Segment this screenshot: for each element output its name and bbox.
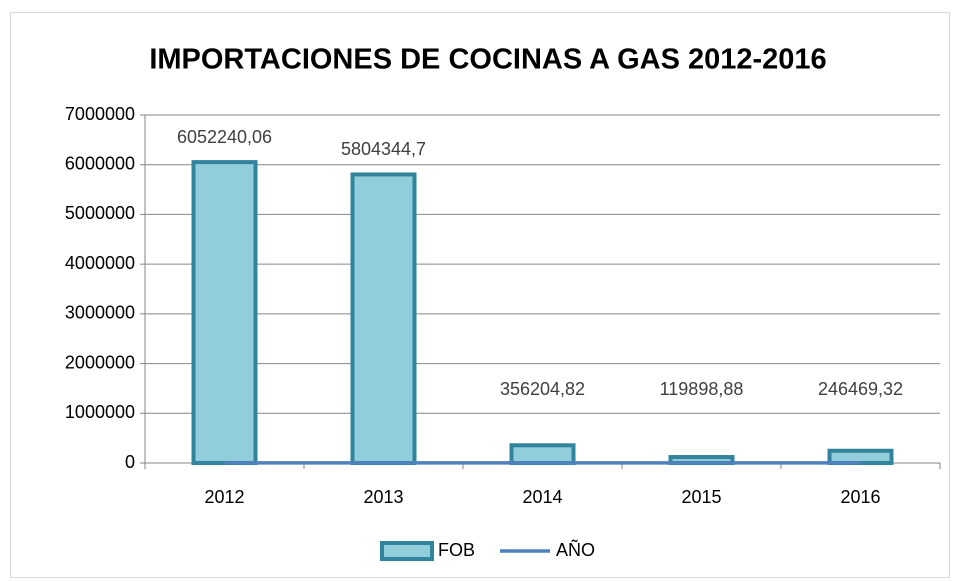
y-tick-label: 7000000 (65, 104, 135, 124)
chart-border (10, 12, 950, 578)
y-tick-label: 5000000 (65, 203, 135, 223)
bar (509, 443, 576, 466)
data-label: 119898,88 (660, 379, 744, 399)
y-tick-label: 3000000 (65, 303, 135, 323)
y-tick-label: 0 (125, 452, 135, 472)
data-label: 5804344,7 (341, 139, 426, 159)
chart-title: IMPORTACIONES DE COCINAS A GAS 2012-2016 (149, 44, 826, 76)
legend-label: FOB (438, 540, 475, 560)
data-label: 246469,32 (818, 379, 903, 399)
y-tick-label: 2000000 (65, 352, 135, 372)
bar (350, 172, 417, 465)
y-tick-label: 1000000 (65, 402, 135, 422)
x-tick-label: 2015 (681, 487, 721, 507)
x-tick-label: 2013 (363, 487, 403, 507)
data-label: 356204,82 (500, 379, 585, 399)
y-tick-label: 6000000 (65, 153, 135, 173)
bar (191, 160, 258, 465)
x-tick-label: 2012 (204, 487, 244, 507)
data-label: 6052240,06 (177, 127, 272, 147)
legend-label: AÑO (556, 539, 595, 560)
x-tick-label: 2014 (522, 487, 562, 507)
x-tick-label: 2016 (840, 487, 880, 507)
y-tick-label: 4000000 (65, 253, 135, 273)
legend-swatch (380, 541, 434, 561)
